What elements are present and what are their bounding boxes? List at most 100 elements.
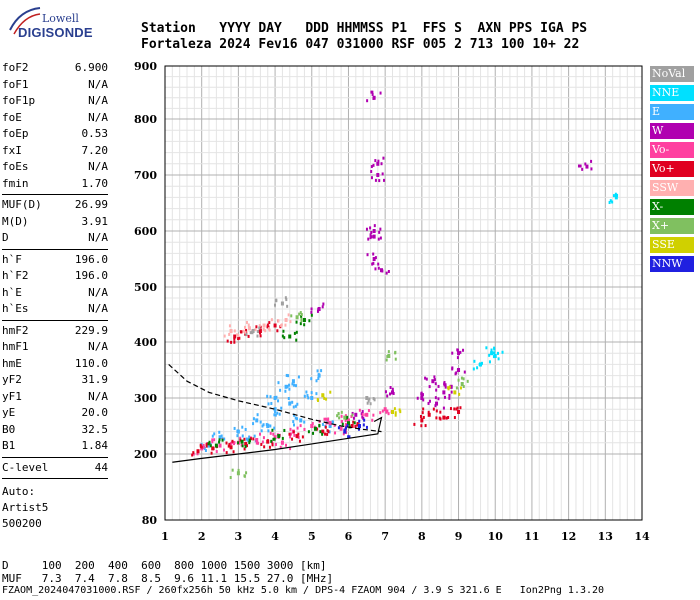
data-point <box>372 163 375 167</box>
param-row: hmF1 N/A <box>2 339 108 356</box>
data-point <box>451 367 454 371</box>
logo-line2: DIGISONDE <box>18 25 93 40</box>
data-point <box>352 420 355 424</box>
data-point <box>237 468 240 472</box>
data-point <box>276 411 279 415</box>
data-point <box>490 348 493 352</box>
data-point <box>420 391 423 395</box>
data-point <box>609 199 612 203</box>
data-point <box>365 396 369 400</box>
data-point <box>372 229 376 233</box>
data-point <box>307 430 310 434</box>
data-point <box>462 384 465 388</box>
x-tick-label: 10 <box>488 530 504 543</box>
param-key: yE <box>2 406 16 419</box>
data-point <box>262 323 266 328</box>
param-key: fmin <box>2 176 29 190</box>
data-point <box>212 447 215 451</box>
data-point <box>413 422 416 426</box>
data-point <box>280 406 283 410</box>
data-point <box>252 422 255 426</box>
data-point <box>196 452 199 456</box>
autoscaler-info: Auto: Artist5 500200 <box>2 484 48 532</box>
data-point <box>476 366 479 370</box>
data-point <box>239 438 242 442</box>
data-point <box>192 451 195 455</box>
data-point <box>322 302 325 306</box>
data-point <box>228 443 231 447</box>
data-point <box>229 329 233 333</box>
polarization-legend: NoVal NNE E W Vo- Vo+ SSW X- X+ SSE NNW <box>650 66 694 275</box>
data-point <box>420 394 423 398</box>
data-point <box>294 384 297 388</box>
data-point <box>223 334 226 338</box>
data-point <box>267 402 270 406</box>
data-point <box>242 329 245 333</box>
param-row: h`F2 196.0 <box>2 268 108 285</box>
data-point <box>279 388 282 392</box>
data-point <box>380 162 383 166</box>
data-point <box>260 442 263 446</box>
data-point <box>291 437 294 441</box>
data-point <box>291 382 294 386</box>
data-point <box>478 362 481 366</box>
data-point <box>473 359 476 363</box>
param-key: hmF1 <box>2 340 29 353</box>
data-point <box>456 348 459 352</box>
data-point <box>252 437 255 441</box>
data-point <box>373 224 376 228</box>
data-point <box>343 429 347 434</box>
data-point <box>289 432 292 436</box>
data-point <box>367 237 370 241</box>
data-point <box>338 416 341 420</box>
data-point <box>289 427 292 431</box>
data-point <box>258 324 261 328</box>
data-point <box>371 90 374 94</box>
data-point <box>288 387 291 391</box>
data-point <box>274 410 277 414</box>
station-header: Station YYYY DAY DDD HHMMSS P1 FFS S AXN… <box>141 21 587 53</box>
data-point <box>433 378 436 382</box>
data-point <box>231 439 234 443</box>
data-point <box>249 437 252 441</box>
data-point <box>259 420 262 424</box>
data-point <box>458 392 461 396</box>
data-point <box>381 409 384 413</box>
param-value: N/A <box>88 302 108 315</box>
data-point <box>328 430 331 434</box>
data-point <box>377 266 380 270</box>
data-point <box>444 385 447 389</box>
legend-item-e: E <box>650 104 694 120</box>
legend-item-ssw: SSW <box>650 180 694 196</box>
data-point <box>460 382 464 386</box>
data-point <box>264 329 267 333</box>
y-tick-label: 400 <box>134 336 157 349</box>
data-point <box>438 416 441 420</box>
data-point <box>344 422 347 426</box>
data-point <box>244 441 248 446</box>
data-point <box>284 323 287 327</box>
data-point <box>230 340 233 344</box>
data-point <box>581 167 584 171</box>
y-tick-label: 800 <box>134 113 157 126</box>
data-point <box>585 164 589 169</box>
y-tick-label: 500 <box>134 281 157 294</box>
data-point <box>296 426 299 430</box>
data-point <box>371 92 374 96</box>
data-point <box>366 401 369 405</box>
data-point <box>256 413 259 417</box>
data-point <box>383 407 387 412</box>
data-point <box>345 426 348 430</box>
data-point <box>196 450 199 454</box>
data-point <box>352 416 355 420</box>
param-row: yF2 31.9 <box>2 372 108 389</box>
data-point <box>303 394 306 398</box>
data-point <box>287 397 290 401</box>
data-point <box>322 393 325 397</box>
param-row: h`Es N/A <box>2 301 108 318</box>
data-point <box>284 296 287 300</box>
data-point <box>308 319 311 323</box>
data-point <box>342 432 345 436</box>
data-point <box>369 233 372 237</box>
param-value: 196.0 <box>74 252 108 266</box>
